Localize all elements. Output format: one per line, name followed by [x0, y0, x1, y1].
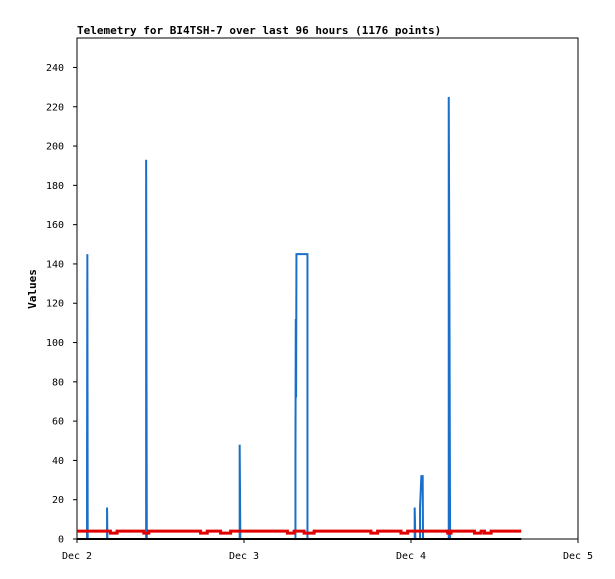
y-tick-label: 80: [52, 377, 64, 388]
x-tick-label: Dec 4: [396, 551, 426, 562]
y-tick-label: 180: [46, 181, 64, 192]
y-axis: 0 20 40 60 80 100 120 140 160 180 200 220 240: [46, 63, 77, 546]
y-tick-label: 200: [46, 142, 64, 153]
x-tick-label: Dec 3: [229, 551, 259, 562]
series-layer: [77, 96, 522, 540]
x-axis: Dec 2 Dec 3 Dec 4 Dec 5: [62, 539, 593, 562]
chart-title: Telemetry for BI4TSH-7 over last 96 hour…: [77, 24, 441, 37]
y-tick-label: 120: [46, 299, 64, 310]
x-tick-label: Dec 2: [62, 551, 92, 562]
y-tick-label: 20: [52, 495, 64, 506]
x-tick-label: Dec 5: [563, 551, 593, 562]
series-line-blue: [77, 96, 522, 540]
y-tick-label: 100: [46, 338, 64, 349]
series-line-red: [77, 529, 522, 535]
y-tick-label: 60: [52, 417, 64, 428]
y-tick-label: 160: [46, 220, 64, 231]
y-tick-label: 0: [58, 535, 64, 546]
y-tick-label: 140: [46, 259, 64, 270]
y-tick-label: 220: [46, 102, 64, 113]
y-tick-label: 240: [46, 63, 64, 74]
y-axis-label: Values: [26, 269, 39, 309]
y-tick-label: 40: [52, 456, 64, 467]
plot-area: [76, 37, 579, 540]
